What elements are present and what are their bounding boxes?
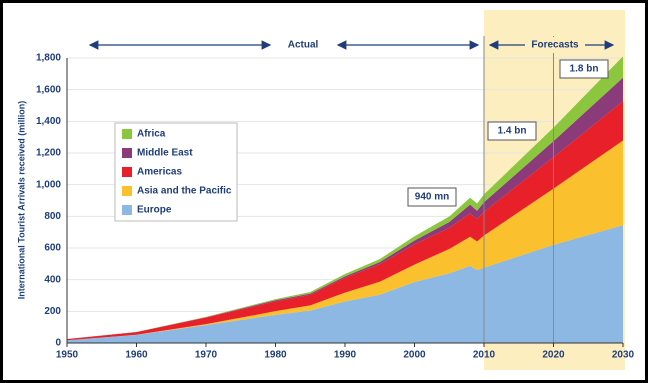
y-tick-label: 1,000 [36,179,61,190]
area [67,140,623,341]
annotation-box [559,59,609,79]
legend-swatch [122,167,132,177]
y-tick-label: 1,200 [36,148,61,159]
y-tick-label: 1,800 [36,53,61,64]
y-tick-label: 600 [44,243,61,254]
y-tick-label: 200 [44,306,61,317]
legend-label: Africa [137,129,166,140]
y-tick-label: 800 [44,211,61,222]
legend-label: Americas [137,167,182,178]
area [67,101,623,341]
x-tick-label: 1950 [56,350,79,361]
x-tick-label: 2020 [542,350,565,361]
legend-label: Europe [137,205,172,216]
y-tick-label: 1,600 [36,84,61,95]
x-tick-label: 1970 [195,350,218,361]
annotation: Forecasts [531,40,579,51]
legend [114,122,238,222]
legend-label: Middle East [137,148,193,159]
x-tick-label: 1960 [125,350,148,361]
y-tick-label: 1,400 [36,116,61,127]
x-tick-label: 2000 [403,350,426,361]
annotation: 1.4 bn [498,126,527,137]
legend-swatch [122,205,132,215]
annotation-bg [525,37,585,53]
y-tick-label: 0 [55,338,61,349]
legend-swatch [122,186,132,196]
x-tick-label: 1990 [334,350,357,361]
annotation: 940 mn [415,192,449,203]
legend-swatch [122,148,132,158]
x-tick-label: 1980 [264,350,287,361]
y-tick-label: 400 [44,274,61,285]
annotation-box [407,187,457,207]
annotation: 1.8 bn [570,64,599,75]
x-tick-label: 2010 [473,350,496,361]
legend-swatch [122,129,132,139]
annotation-bg [272,37,334,53]
annotation: Actual [288,40,319,51]
y-axis-title: International Tourist Arrivals received … [16,101,26,300]
legend-label: Asia and the Pacific [137,186,232,197]
x-tick-label: 2030 [612,350,635,361]
annotation-box [487,121,537,141]
